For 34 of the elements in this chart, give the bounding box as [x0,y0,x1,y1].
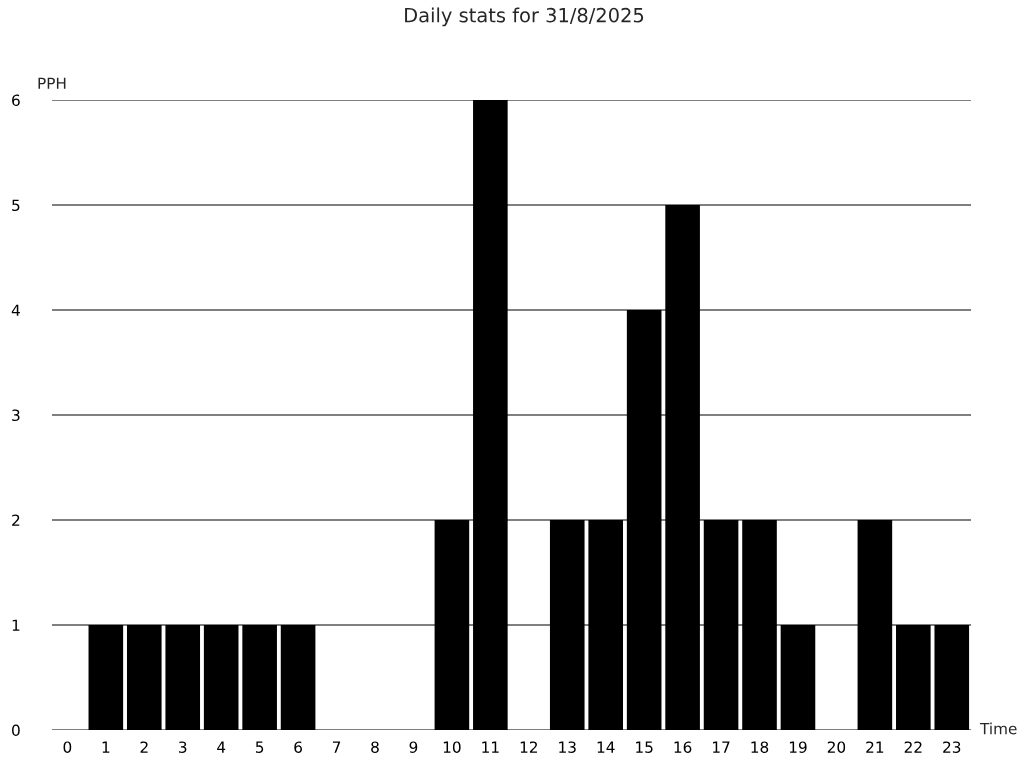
y-axis-title: PPH [38,77,66,89]
y-tick-label: 1 [12,619,20,631]
x-tick-label: 12 [520,741,537,753]
x-tick-label: 2 [140,741,148,753]
x-tick-label: 14 [597,741,615,753]
x-tick-label: 21 [866,741,884,753]
x-tick-label: 19 [789,741,807,753]
y-tick-label: 6 [12,94,20,107]
chart-title: Daily stats for 31/8/2025 [405,7,644,27]
x-tick-label: 1 [102,741,110,753]
x-tick-label: 8 [371,741,379,753]
y-tick-label: 5 [12,199,20,212]
x-tick-label: 4 [217,741,226,753]
x-tick-label: 5 [255,741,264,753]
x-tick-label: 16 [674,741,692,753]
x-tick-label: 15 [636,741,653,753]
x-tick-label: 6 [294,741,302,753]
y-tick-label: 2 [12,514,20,526]
x-tick-label: 0 [63,741,72,753]
x-tick-label: 20 [827,741,846,753]
x-tick-label: 11 [482,741,499,753]
y-tick-label: 4 [11,304,20,316]
x-tick-label: 13 [559,741,576,753]
y-tick-label: 0 [12,724,20,737]
y-tick-label: 3 [12,409,20,422]
x-tick-label: 3 [179,741,187,753]
x-tick-label: 7 [332,741,341,753]
x-tick-label: 23 [943,741,961,753]
x-tick-label: 18 [751,741,769,753]
x-tick-label: 10 [443,741,461,753]
x-tick-label: 9 [409,741,418,753]
x-axis-title: Time [979,722,1017,735]
x-tick-label: 17 [713,741,730,753]
x-tick-label: 22 [904,741,922,753]
